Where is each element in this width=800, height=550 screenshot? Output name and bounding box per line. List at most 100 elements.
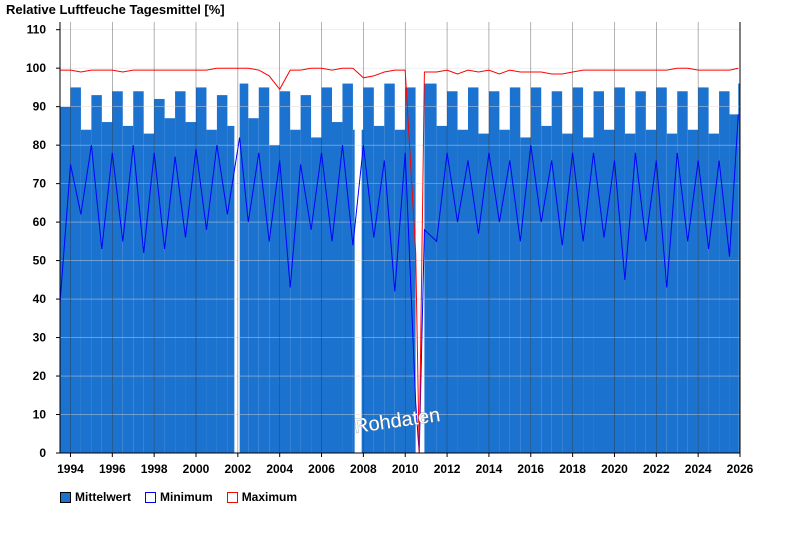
x-tick-label: 2014 bbox=[476, 462, 503, 476]
data-gap bbox=[234, 22, 240, 453]
x-tick-label: 2022 bbox=[643, 462, 670, 476]
data-gap bbox=[354, 22, 362, 453]
y-tick-label: 60 bbox=[33, 215, 47, 229]
mittelwert-bar bbox=[656, 87, 667, 453]
mittelwert-bar bbox=[530, 87, 542, 453]
mittelwert-bar bbox=[457, 129, 468, 453]
mittelwert-bar bbox=[520, 137, 531, 454]
mittelwert-bar bbox=[645, 129, 657, 453]
x-tick-label: 2012 bbox=[434, 462, 461, 476]
legend-item-mittelwert[interactable]: Mittelwert bbox=[60, 490, 131, 504]
mittelwert-bar bbox=[666, 133, 678, 454]
mittelwert-bar bbox=[551, 91, 563, 454]
x-tick-label: 2004 bbox=[266, 462, 293, 476]
y-tick-label: 20 bbox=[33, 369, 47, 383]
y-tick-label: 50 bbox=[33, 254, 47, 268]
mittelwert-bar bbox=[164, 118, 176, 454]
legend: Mittelwert Minimum Maximum bbox=[60, 490, 297, 504]
mittelwert-bar bbox=[447, 91, 458, 454]
x-tick-label: 1996 bbox=[99, 462, 126, 476]
mittelwert-bar bbox=[478, 133, 489, 454]
x-tick-label: 2024 bbox=[685, 462, 712, 476]
mittelwert-bar bbox=[624, 133, 636, 454]
x-tick-label: 1994 bbox=[57, 462, 84, 476]
mittelwert-bar bbox=[499, 129, 510, 453]
mittelwert-bar bbox=[635, 91, 646, 454]
mittelwert-bar bbox=[311, 137, 322, 454]
mittelwert-bar bbox=[258, 87, 270, 453]
x-tick-label: 1998 bbox=[141, 462, 168, 476]
y-tick-label: 10 bbox=[33, 408, 47, 422]
minimum-swatch-icon bbox=[145, 491, 157, 503]
y-tick-label: 100 bbox=[26, 61, 46, 75]
mittelwert-bar bbox=[216, 95, 228, 453]
mittelwert-bar bbox=[133, 91, 144, 454]
mittelwert-bar bbox=[394, 129, 406, 453]
mittelwert-bar bbox=[468, 87, 479, 453]
legend-item-maximum[interactable]: Maximum bbox=[226, 490, 298, 504]
mittelwert-bar bbox=[239, 83, 249, 454]
y-tick-label: 70 bbox=[33, 177, 47, 191]
axes bbox=[59, 22, 741, 454]
legend-label-minimum: Minimum bbox=[160, 490, 213, 504]
mittelwert-bar bbox=[593, 91, 604, 454]
mittelwert-bar bbox=[175, 91, 186, 454]
y-tick-label: 90 bbox=[33, 100, 47, 114]
mittelwert-bar bbox=[687, 129, 699, 453]
data-gap bbox=[415, 22, 420, 453]
mittelwert-bar bbox=[488, 91, 500, 454]
mittelwert-bar bbox=[101, 122, 113, 453]
gridlines bbox=[60, 22, 740, 453]
mittelwert-bar bbox=[738, 83, 740, 454]
mittelwert-bar bbox=[509, 87, 521, 453]
x-tick-label: 2008 bbox=[350, 462, 377, 476]
mittelwert-bar bbox=[562, 133, 573, 454]
mittelwert-bar bbox=[614, 87, 625, 453]
chart-title: Relative Luftfeuche Tagesmittel [%] bbox=[6, 2, 225, 17]
x-tick-label: 2018 bbox=[559, 462, 586, 476]
y-tick-labels: 0 10 20 30 40 50 60 70 80 90 100 110 bbox=[26, 23, 60, 460]
mittelwert-bar bbox=[583, 137, 594, 454]
mittelwert-bar bbox=[729, 114, 739, 453]
mittelwert-bar bbox=[279, 91, 291, 454]
legend-item-minimum[interactable]: Minimum bbox=[145, 490, 213, 504]
mittelwert-bar bbox=[60, 106, 71, 454]
mittelwert-bar bbox=[708, 133, 720, 454]
mittelwert-bar bbox=[321, 87, 332, 453]
x-tick-label: 2026 bbox=[727, 462, 754, 476]
mittelwert-bar bbox=[363, 87, 374, 453]
y-tick-label: 80 bbox=[33, 138, 47, 152]
mittelwert-bar bbox=[436, 125, 448, 453]
mittelwert-area bbox=[60, 83, 740, 454]
mittelwert-bar bbox=[677, 91, 688, 454]
mittelwert-bar bbox=[332, 122, 343, 453]
mittelwert-bar bbox=[373, 125, 385, 453]
mittelwert-bar bbox=[70, 87, 81, 453]
maximum-swatch-icon bbox=[226, 491, 238, 503]
minimum-series-line bbox=[59, 114, 739, 454]
y-tick-label: 30 bbox=[33, 331, 47, 345]
mittelwert-bar bbox=[384, 83, 395, 454]
mittelwert-bar bbox=[698, 87, 709, 453]
mittelwert-bar bbox=[424, 83, 437, 454]
mittelwert-bar bbox=[91, 95, 102, 453]
x-tick-label: 2010 bbox=[392, 462, 419, 476]
legend-label-maximum: Maximum bbox=[241, 490, 298, 504]
mittelwert-bar bbox=[112, 91, 123, 454]
mittelwert-bar bbox=[122, 125, 134, 453]
x-tick-labels: 1994 1996 1998 2000 2002 2004 2006 2008 2010 2012… bbox=[57, 453, 754, 476]
mittelwert-bar bbox=[300, 95, 312, 453]
y-tick-label: 0 bbox=[39, 446, 46, 460]
mittelwert-bar bbox=[342, 83, 353, 454]
mittelwert-bar bbox=[143, 133, 155, 454]
y-tick-label: 110 bbox=[27, 23, 47, 37]
x-tick-label: 2006 bbox=[308, 462, 335, 476]
mittelwert-bar bbox=[290, 129, 301, 453]
maximum-series-line bbox=[60, 67, 739, 454]
y-tick-label: 40 bbox=[33, 292, 47, 306]
x-tick-label: 2016 bbox=[517, 462, 544, 476]
mittelwert-bar bbox=[572, 87, 584, 453]
mittelwert-bar bbox=[206, 129, 217, 453]
mittelwert-bar bbox=[80, 129, 92, 453]
